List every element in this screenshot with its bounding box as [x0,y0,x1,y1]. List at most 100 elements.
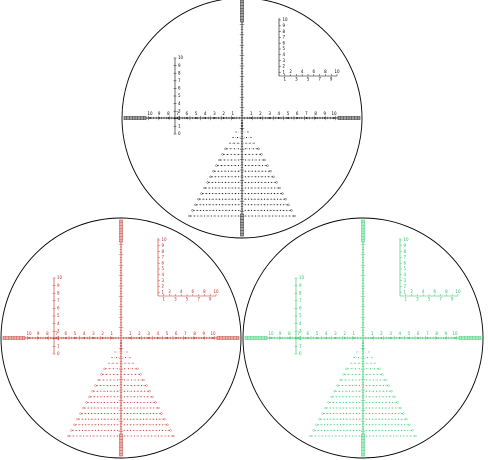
corner-y-label: 9 [283,23,286,28]
holdover-row [229,142,255,144]
holdover-row [82,406,160,410]
holdover-row [309,434,417,438]
holdover-row [70,429,172,432]
corner-y-label: 7 [162,255,165,260]
corner-x-label: 3 [295,77,298,82]
left-scale-label: 10 [57,275,63,280]
h-scale-label: 5 [195,111,198,116]
h-scale-label: 7 [426,331,429,336]
corner-y-label: 1 [404,289,407,294]
left-scale-label: 5 [178,93,181,98]
holdover-row [73,423,169,426]
h-scale-label: 3 [268,111,271,116]
holdover-row [353,357,373,359]
reticle-ring [242,217,484,459]
h-scale-label: 6 [175,331,178,336]
h-scale-label: 2 [259,111,262,116]
holdover-row [345,367,381,370]
h-scale-label: 4 [399,331,402,336]
h-scale-label: 5 [74,331,77,336]
center-dot [120,342,122,344]
h-scale-label: 9 [158,111,161,116]
corner-x-label: 2 [168,289,171,294]
corner-y-label: 6 [404,260,407,265]
reticle-ring [121,0,363,239]
left-scale-label: 7 [299,298,302,303]
corner-y-label: 4 [162,272,165,277]
holdover-row [88,395,154,398]
h-scale-label: 10 [147,111,153,116]
h-scale-label: 2 [222,111,225,116]
left-scale-label: 9 [299,283,302,288]
holdover-row [221,153,263,156]
h-scale-label: 7 [297,331,300,336]
h-scale-label: 8 [46,331,49,336]
left-scale-label: 1 [299,344,302,349]
holdover-row [336,384,390,387]
left-scale-label: 7 [57,298,60,303]
corner-x-label: 9 [451,297,454,302]
corner-x-label: 8 [203,289,206,294]
holdover-row [108,362,134,364]
center-dot [241,122,243,124]
holdover-row [327,401,399,404]
h-scale-label: 7 [305,111,308,116]
holdover-row [232,137,252,139]
corner-y-label: 7 [283,35,286,40]
corner-y-label: 10 [283,17,289,22]
holdover-row [100,373,142,376]
h-scale-label: 8 [314,111,317,116]
left-scale-label: 5 [299,313,302,318]
left-scale-label: 2 [299,336,302,341]
h-scale-label: 2 [101,331,104,336]
holdover-row [235,131,249,133]
corner-x-label: 7 [439,297,442,302]
corner-y-label: 5 [162,266,165,271]
left-scale-label: 7 [178,78,181,83]
center-dot [362,348,364,350]
holdover-row [114,351,128,353]
corner-y-label: 10 [404,237,410,242]
holdover-row [194,203,290,206]
corner-x-label: 7 [197,297,200,302]
holdover-row [188,214,296,218]
h-scale-label: 1 [232,111,235,116]
holdover-row [203,186,281,190]
left-scale-label: 8 [299,290,302,295]
holdover-row [342,373,384,376]
center-dot [362,342,364,344]
center-dot [120,348,122,350]
left-scale-label: 1 [178,124,181,129]
h-scale-label: 4 [157,331,160,336]
left-scale-label: 3 [57,328,60,333]
corner-x-label: 10 [455,289,461,294]
h-scale-label: 6 [186,111,189,116]
left-scale-label: 8 [178,70,181,75]
holdover-row [224,147,260,150]
corner-x-label: 3 [416,297,419,302]
h-scale-label: 5 [166,331,169,336]
corner-x-label: 10 [213,289,219,294]
h-scale-label: 5 [316,331,319,336]
corner-y-label: 9 [162,243,165,248]
corner-x-label: 7 [318,77,321,82]
corner-y-label: 2 [283,64,286,69]
corner-y-label: 4 [283,52,286,57]
h-scale-label: 9 [203,331,206,336]
holdover-row [111,357,131,359]
h-scale-label: 7 [184,331,187,336]
holdover-row [315,423,411,426]
holdover-row [85,401,157,404]
h-scale-label: 9 [279,331,282,336]
h-scale-label: 3 [389,331,392,336]
h-scale-label: 9 [445,331,448,336]
corner-x-label: 8 [445,289,448,294]
corner-x-label: 3 [174,297,177,302]
h-scale-label: 8 [193,331,196,336]
h-scale-label: 7 [176,111,179,116]
left-scale-label: 4 [299,321,302,326]
reticle-ring [0,217,242,459]
h-scale-label: 1 [129,331,132,336]
h-scale-label: 3 [147,331,150,336]
holdover-row [67,434,175,438]
